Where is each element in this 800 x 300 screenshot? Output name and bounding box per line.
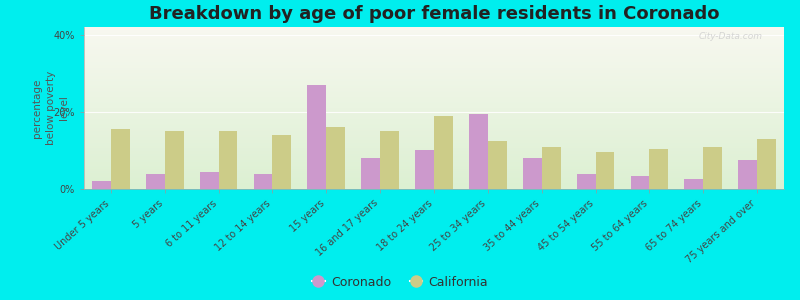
- Bar: [380, 131, 399, 189]
- Title: Breakdown by age of poor female residents in Coronado: Breakdown by age of poor female resident…: [149, 5, 719, 23]
- Bar: [273, 135, 291, 189]
- Bar: [542, 147, 561, 189]
- Bar: [307, 85, 326, 189]
- Bar: [200, 172, 218, 189]
- Bar: [703, 147, 722, 189]
- Bar: [415, 150, 434, 189]
- Y-axis label: percentage
below poverty
level: percentage below poverty level: [33, 71, 69, 145]
- Bar: [684, 179, 703, 189]
- Bar: [488, 141, 506, 189]
- Bar: [362, 158, 380, 189]
- Bar: [218, 131, 238, 189]
- Bar: [738, 160, 757, 189]
- Bar: [254, 174, 273, 189]
- Bar: [595, 152, 614, 189]
- Bar: [577, 174, 595, 189]
- Bar: [469, 114, 488, 189]
- Bar: [326, 127, 345, 189]
- Bar: [523, 158, 542, 189]
- Bar: [650, 148, 668, 189]
- Text: City-Data.com: City-Data.com: [699, 32, 763, 41]
- Bar: [146, 174, 165, 189]
- Bar: [757, 139, 776, 189]
- Bar: [630, 176, 650, 189]
- Bar: [165, 131, 184, 189]
- Bar: [434, 116, 453, 189]
- Legend: Coronado, California: Coronado, California: [307, 271, 493, 294]
- Bar: [111, 129, 130, 189]
- Bar: [92, 181, 111, 189]
